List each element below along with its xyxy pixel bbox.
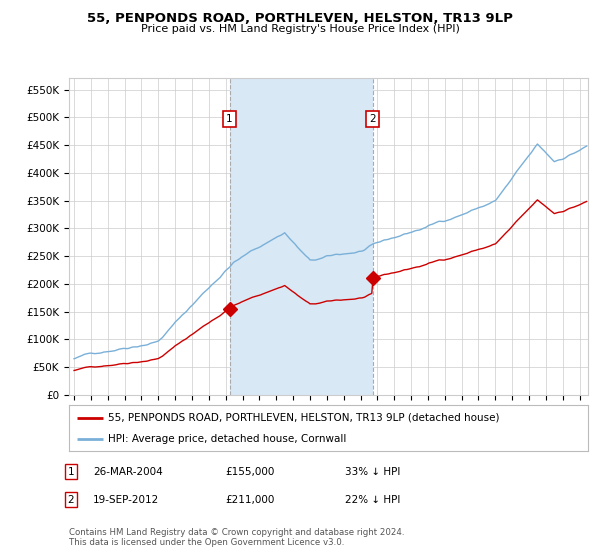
Text: 2: 2 xyxy=(370,114,376,124)
Text: 2: 2 xyxy=(67,494,74,505)
Text: 22% ↓ HPI: 22% ↓ HPI xyxy=(345,494,400,505)
Text: 55, PENPONDS ROAD, PORTHLEVEN, HELSTON, TR13 9LP: 55, PENPONDS ROAD, PORTHLEVEN, HELSTON, … xyxy=(87,12,513,25)
Text: HPI: Average price, detached house, Cornwall: HPI: Average price, detached house, Corn… xyxy=(108,435,346,444)
Bar xyxy=(230,78,373,395)
Text: 55, PENPONDS ROAD, PORTHLEVEN, HELSTON, TR13 9LP (detached house): 55, PENPONDS ROAD, PORTHLEVEN, HELSTON, … xyxy=(108,413,499,423)
Text: Contains HM Land Registry data © Crown copyright and database right 2024.
This d: Contains HM Land Registry data © Crown c… xyxy=(69,528,404,547)
Text: 1: 1 xyxy=(67,466,74,477)
Text: £155,000: £155,000 xyxy=(225,466,274,477)
Text: Price paid vs. HM Land Registry's House Price Index (HPI): Price paid vs. HM Land Registry's House … xyxy=(140,24,460,34)
Text: 19-SEP-2012: 19-SEP-2012 xyxy=(93,494,159,505)
Text: £211,000: £211,000 xyxy=(225,494,274,505)
Text: 26-MAR-2004: 26-MAR-2004 xyxy=(93,466,163,477)
Text: 33% ↓ HPI: 33% ↓ HPI xyxy=(345,466,400,477)
Text: 1: 1 xyxy=(226,114,233,124)
